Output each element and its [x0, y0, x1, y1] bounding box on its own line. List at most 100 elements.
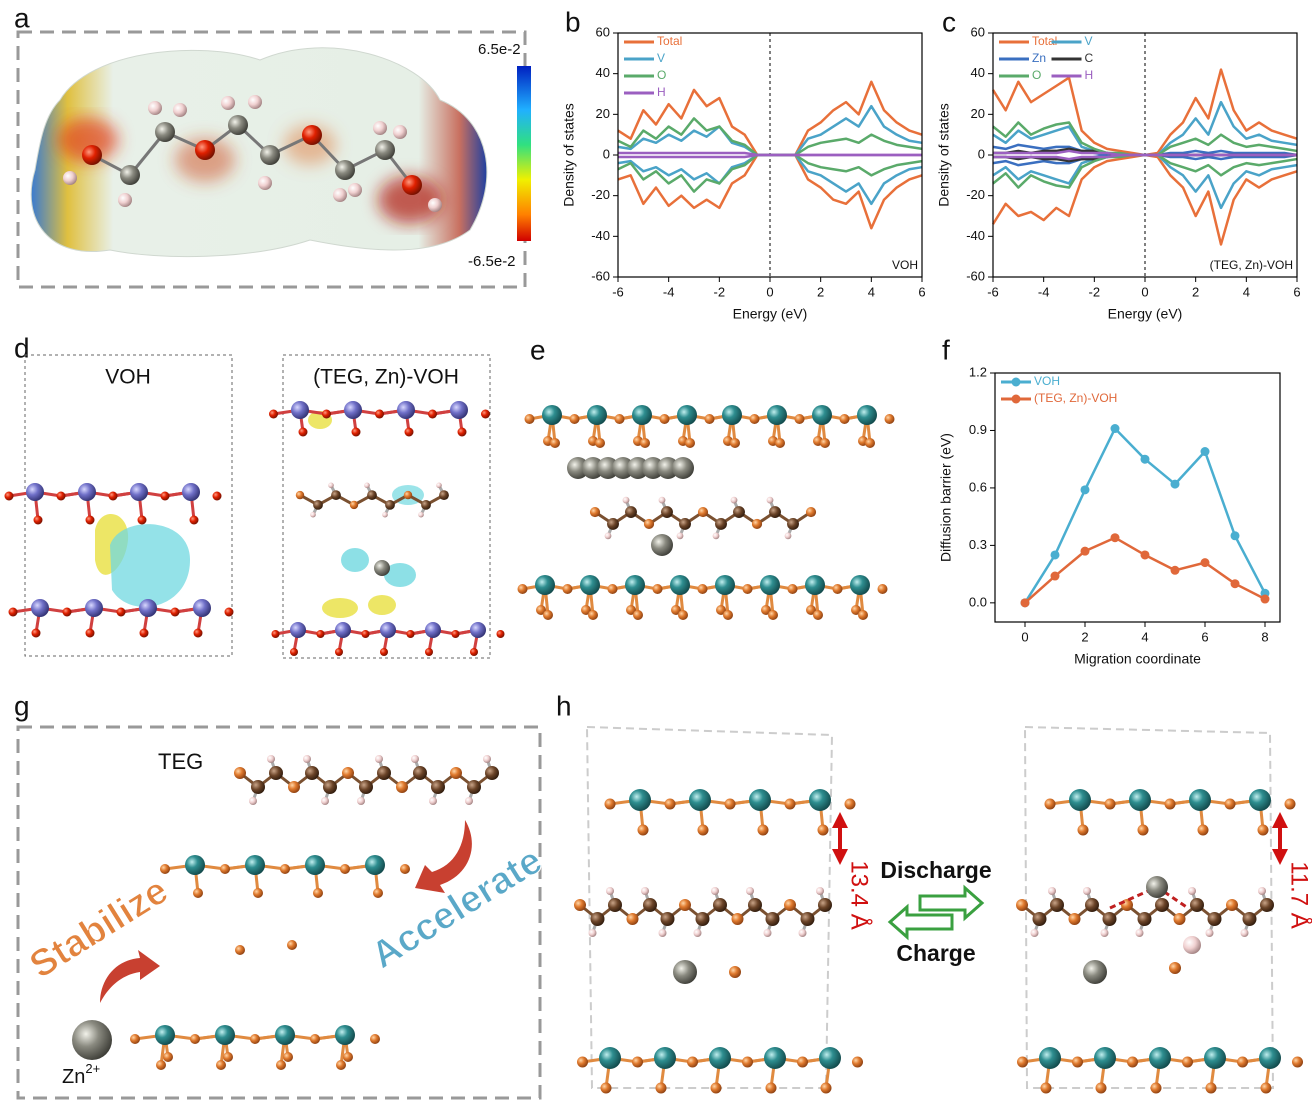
atom [857, 405, 877, 425]
process-label: Discharge [880, 857, 991, 883]
atom [496, 630, 505, 638]
atom [577, 1056, 588, 1068]
colorbar [517, 66, 531, 241]
atom [809, 789, 831, 811]
atom [660, 912, 675, 926]
atom [748, 898, 762, 912]
atom [629, 789, 651, 811]
atom [4, 491, 14, 501]
atom [305, 855, 325, 875]
atom [413, 766, 427, 780]
atom [1077, 824, 1089, 836]
atom [1083, 887, 1091, 895]
atom [742, 584, 753, 594]
atom [693, 929, 702, 937]
atom [193, 628, 203, 638]
atom [599, 1047, 621, 1069]
atom [625, 506, 637, 518]
atom [333, 188, 347, 202]
atom [730, 496, 738, 504]
series-line [1024, 536, 1266, 604]
atom [1095, 1082, 1107, 1094]
atom [374, 560, 390, 576]
y-axis-label: Diffusion barrier (eV) [938, 433, 954, 562]
atom [589, 506, 601, 518]
atom [411, 755, 419, 763]
atom [763, 929, 772, 937]
atom [195, 140, 215, 160]
atom [766, 496, 774, 504]
atom [677, 405, 697, 425]
atom [1205, 929, 1214, 937]
atom [267, 755, 275, 763]
atom [118, 193, 132, 207]
atom [1237, 1056, 1248, 1068]
molecule-label: TEG [158, 749, 203, 774]
point [1140, 550, 1150, 560]
atom [313, 888, 323, 898]
atom [1094, 1047, 1116, 1069]
atom [588, 929, 597, 937]
legend-label: C [1085, 51, 1094, 65]
spacing-arrow [832, 812, 1288, 865]
atom [1155, 898, 1169, 912]
atom [626, 913, 639, 925]
atom [439, 490, 449, 500]
atom [1129, 789, 1151, 811]
point [1110, 424, 1120, 434]
atom [185, 855, 205, 875]
legend-label: Total [1032, 34, 1057, 48]
atom [607, 584, 618, 594]
atom [450, 401, 468, 419]
atom [643, 518, 655, 530]
atom [678, 610, 688, 620]
point [1200, 558, 1210, 568]
atom [431, 780, 445, 794]
atom [1258, 887, 1266, 895]
atom [470, 648, 478, 656]
atom [1102, 912, 1117, 926]
atom [784, 532, 792, 540]
x-tick-label: 0 [766, 284, 773, 299]
atom [173, 103, 187, 117]
spacing-label: 11.7 Å [1286, 861, 1312, 929]
atom [283, 1052, 293, 1062]
atom [220, 864, 230, 874]
atom [787, 518, 799, 530]
atom [607, 518, 619, 530]
atom [303, 755, 311, 763]
atom [588, 610, 598, 620]
atom [235, 945, 245, 955]
atom [349, 500, 359, 510]
atom [812, 405, 832, 425]
legend-marker [1011, 394, 1021, 404]
charge-density [95, 411, 424, 618]
panel-label: b [565, 6, 581, 37]
structure [517, 405, 895, 620]
x-tick-label: 4 [1243, 284, 1250, 299]
y-axis-label: Density of states [936, 103, 952, 207]
atom [1137, 912, 1152, 926]
atom [33, 515, 43, 525]
atom [370, 1034, 380, 1044]
panel-label: g [14, 690, 30, 721]
atom [1104, 798, 1116, 810]
atom [746, 887, 754, 895]
atom [321, 797, 329, 805]
atom [850, 575, 870, 595]
atom [569, 414, 580, 424]
atom [364, 482, 370, 489]
atom [108, 491, 118, 501]
atom [760, 575, 780, 595]
atom [335, 622, 351, 638]
atom [418, 511, 424, 518]
potential-surface [30, 47, 488, 258]
atom [305, 766, 319, 780]
atom [1085, 898, 1099, 912]
legend-label: (TEG, Zn)-VOH [1034, 391, 1117, 405]
atom [323, 780, 337, 794]
atom [1164, 798, 1176, 810]
atom [852, 1056, 863, 1068]
atom [335, 1025, 355, 1045]
